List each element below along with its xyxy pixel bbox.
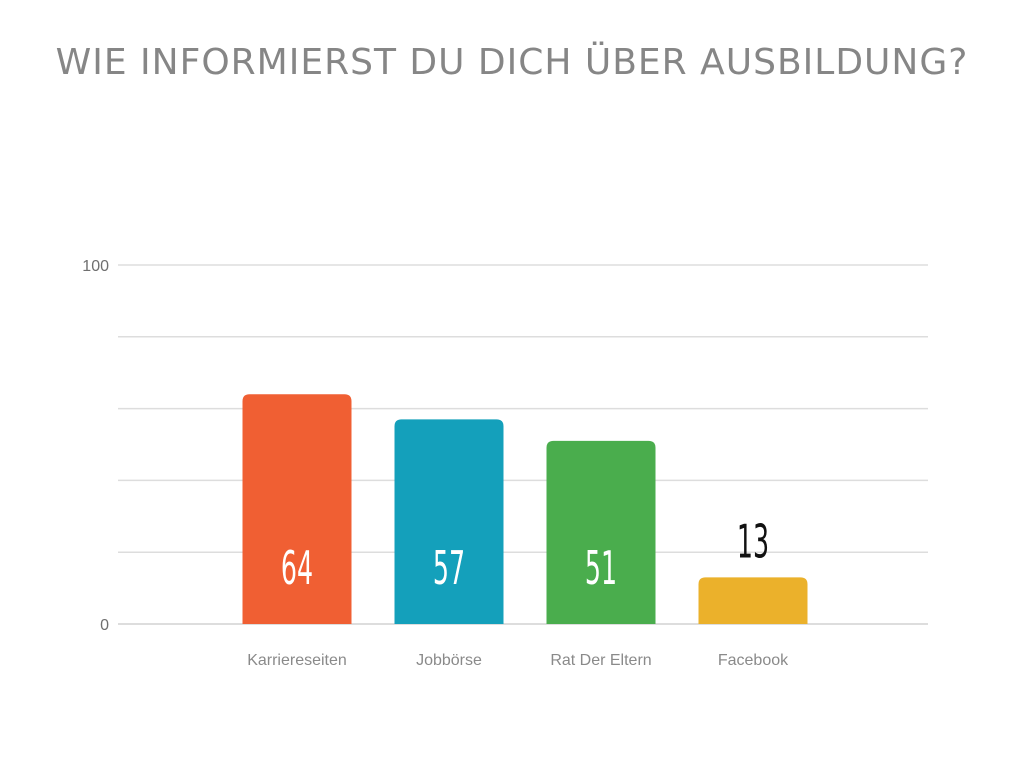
bars xyxy=(242,394,808,624)
category-label: Facebook xyxy=(718,652,789,669)
category-label: Jobbörse xyxy=(416,652,482,669)
category-label: Rat Der Eltern xyxy=(550,652,651,669)
value-label: 64 xyxy=(281,542,313,595)
value-label: 57 xyxy=(433,542,465,595)
y-tick-label: 0 xyxy=(100,617,109,634)
value-label: 51 xyxy=(585,542,617,595)
value-label: 13 xyxy=(737,515,769,568)
value-labels: 64 57 51 13 xyxy=(281,515,769,595)
bar-jobb-rse xyxy=(394,419,504,624)
category-label: Karriereseiten xyxy=(247,652,347,669)
gridlines xyxy=(118,264,928,625)
bar-facebook xyxy=(698,577,808,624)
chart-title: WIE INFORMIERST DU DICH ÜBER AUSBILDUNG? xyxy=(55,42,969,83)
x-axis-category-labels: Karriereseiten Jobbörse Rat Der Eltern Face… xyxy=(247,652,789,669)
y-axis-tick-labels: 0 100 xyxy=(82,258,109,634)
y-tick-label: 100 xyxy=(82,258,109,275)
bar-karriereseiten xyxy=(242,394,352,624)
bar-rat-der-eltern xyxy=(546,440,656,624)
